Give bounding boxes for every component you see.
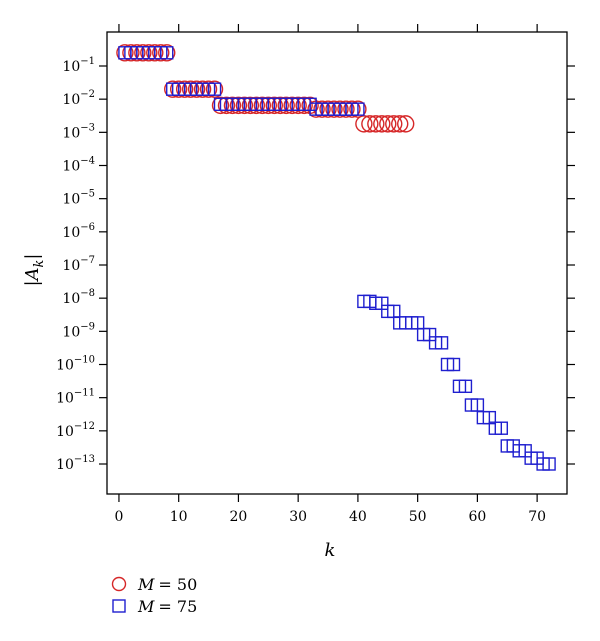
- y-tick-label: 10−2: [62, 89, 95, 108]
- point-m50: [325, 100, 343, 118]
- legend: M = 50 M = 75: [111, 575, 197, 616]
- point-m50: [205, 80, 224, 98]
- legend-item-m75: M = 75: [112, 597, 197, 616]
- point-m50: [134, 44, 152, 62]
- y-tick-label: 10−12: [56, 421, 95, 440]
- point-m50: [217, 96, 236, 115]
- legend-marker-circle: [111, 576, 127, 592]
- legend-label-m75-var: M: [137, 597, 155, 616]
- point-m75: [542, 457, 556, 471]
- y-tick-label: 10−3: [62, 122, 95, 141]
- svg-text:M= 50: M = 50: [137, 575, 197, 594]
- svg-text:M= 75: M = 75: [137, 597, 197, 616]
- point-m50: [241, 96, 260, 115]
- point-m50: [169, 80, 188, 98]
- point-m50: [259, 96, 277, 115]
- point-m50: [385, 115, 403, 133]
- y-tick-label: 10−9: [62, 321, 95, 340]
- x-tick-label: 40: [349, 509, 367, 525]
- y-tick-label: 10−10: [56, 355, 95, 374]
- y-tick-label: 10−4: [62, 156, 95, 175]
- point-m75: [207, 82, 222, 96]
- point-m50: [140, 44, 158, 62]
- y-tick-label: 10−8: [62, 288, 95, 307]
- point-m50: [146, 44, 164, 62]
- point-m50: [367, 115, 385, 133]
- y-tick-label: 10−13: [56, 454, 95, 473]
- point-m50: [319, 100, 337, 118]
- x-tick-label: 70: [528, 509, 546, 525]
- point-m75: [351, 102, 365, 116]
- x-tick-label: 60: [468, 509, 486, 525]
- x-tick-label: 0: [114, 509, 123, 525]
- point-m50: [193, 80, 212, 98]
- point-m50: [247, 96, 266, 115]
- point-m50: [343, 100, 361, 118]
- legend-marker-square: [112, 599, 126, 613]
- point-m50: [158, 44, 176, 62]
- point-m50: [379, 115, 397, 133]
- point-m50: [277, 96, 295, 115]
- y-tick-label: 10−1: [62, 56, 95, 75]
- point-m50: [164, 80, 182, 98]
- legend-label-m50-value: = 50: [158, 575, 197, 594]
- point-m50: [313, 100, 331, 118]
- point-m50: [223, 96, 242, 115]
- point-m50: [181, 80, 200, 98]
- data-marks: [116, 44, 556, 471]
- point-m50: [337, 100, 355, 118]
- point-m50: [229, 96, 248, 115]
- point-m50: [361, 115, 379, 133]
- point-m50: [391, 115, 409, 133]
- point-m50: [199, 80, 218, 98]
- y-tick-label: 10−6: [62, 222, 95, 241]
- point-m50: [349, 100, 367, 118]
- point-m75: [446, 357, 461, 372]
- point-m50: [152, 44, 170, 62]
- plot-frame: [106, 31, 568, 495]
- point-m50: [373, 115, 391, 133]
- point-m50: [175, 80, 194, 98]
- point-m50: [355, 115, 373, 133]
- x-axis-label: k: [325, 540, 336, 561]
- point-m50: [235, 96, 254, 115]
- point-m50: [289, 96, 307, 115]
- point-m75: [434, 336, 449, 350]
- point-m50: [283, 96, 301, 115]
- legend-item-m50: M = 50: [111, 575, 197, 594]
- legend-label-m75-value: = 75: [158, 597, 197, 616]
- point-m50: [187, 80, 206, 98]
- point-m50: [116, 44, 134, 62]
- x-tick-label: 50: [409, 509, 427, 525]
- point-m50: [271, 96, 289, 115]
- point-m50: [265, 96, 283, 115]
- x-tick-label: 10: [170, 509, 188, 525]
- legend-label-m50-var: M: [137, 575, 155, 594]
- point-m50: [211, 96, 230, 115]
- x-tick-label: 30: [289, 509, 307, 525]
- y-axis-ticks: 10−1 10−2 10−3 10−4 10−5 10−6 10−7 10−8 10−9 10−1…: [56, 56, 575, 473]
- y-tick-label: 10−7: [62, 255, 95, 274]
- point-m50: [295, 96, 313, 115]
- point-m75: [160, 46, 174, 60]
- x-axis-ticks: 0 10 20 30 40 50 60 70: [114, 24, 546, 525]
- svg-text:|Ak|: |Ak|: [22, 253, 47, 286]
- x-tick-label: 20: [230, 509, 248, 525]
- y-tick-label: 10−5: [62, 189, 95, 208]
- point-m50: [128, 44, 146, 62]
- point-m50: [253, 96, 272, 115]
- point-m50: [397, 115, 415, 133]
- point-m50: [122, 44, 140, 62]
- point-m75: [494, 421, 508, 435]
- y-axis-label: |Ak|: [22, 253, 47, 286]
- point-m75: [458, 379, 473, 394]
- point-m50: [331, 100, 349, 118]
- y-tick-label: 10−11: [56, 388, 95, 407]
